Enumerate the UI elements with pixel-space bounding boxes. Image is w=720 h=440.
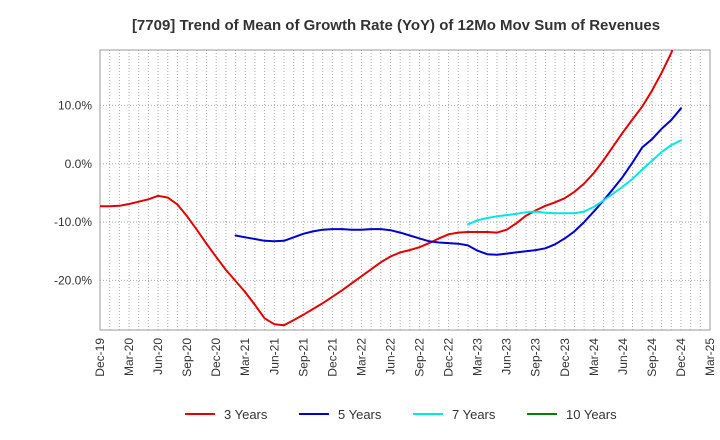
series-line-3-years xyxy=(100,50,674,327)
x-tick-label: Mar-24 xyxy=(587,338,601,376)
legend: 3 Years 5 Years 7 Years 10 Years xyxy=(185,407,617,422)
x-tick-label: Sep-23 xyxy=(529,338,543,377)
x-tick-label: Jun-24 xyxy=(616,338,630,375)
x-tick-label: Sep-22 xyxy=(413,338,427,377)
x-tick-label: Dec-23 xyxy=(558,338,572,377)
x-tick-label: Jun-21 xyxy=(267,338,281,375)
plot-area xyxy=(99,49,711,331)
x-tick-label: Jun-22 xyxy=(383,338,397,375)
x-tick-label: Dec-24 xyxy=(674,338,688,377)
x-tick-label: Sep-20 xyxy=(180,338,194,377)
x-tick-label: Dec-21 xyxy=(325,338,339,377)
x-tick-label: Mar-20 xyxy=(122,338,136,376)
x-tick-label: Sep-24 xyxy=(645,338,659,377)
x-tick-label: Mar-23 xyxy=(471,338,485,376)
x-tick-label: Mar-21 xyxy=(238,338,252,376)
x-tick-label: Dec-20 xyxy=(209,338,223,377)
legend-label: 10 Years xyxy=(566,407,617,422)
x-tick-label: Dec-22 xyxy=(442,338,456,377)
y-axis: 10.0% 0.0% -10.0% -20.0% xyxy=(54,98,92,287)
y-tick-label: -20.0% xyxy=(54,273,92,287)
x-tick-label: Mar-25 xyxy=(703,338,717,376)
legend-label: 7 Years xyxy=(452,407,496,422)
x-tick-label: Sep-21 xyxy=(296,338,310,377)
x-axis: Dec-19 Mar-20 Jun-20 Sep-20 Dec-20 Mar-21 Jun-… xyxy=(93,338,717,377)
chart-title: [7709] Trend of Mean of Growth Rate (YoY… xyxy=(132,17,660,34)
x-tick-label: Dec-19 xyxy=(93,338,107,377)
series-lines xyxy=(100,50,682,327)
y-tick-label: 0.0% xyxy=(65,157,93,171)
legend-label: 5 Years xyxy=(338,407,382,422)
x-tick-label: Jun-20 xyxy=(151,338,165,375)
y-tick-label: 10.0% xyxy=(58,98,92,112)
y-tick-label: -10.0% xyxy=(54,215,92,229)
x-tick-label: Jun-23 xyxy=(500,338,514,375)
series-line-7-years xyxy=(466,139,682,226)
x-tick-label: Mar-22 xyxy=(354,338,368,376)
series-line-5-years xyxy=(234,107,682,256)
legend-label: 3 Years xyxy=(224,407,268,422)
